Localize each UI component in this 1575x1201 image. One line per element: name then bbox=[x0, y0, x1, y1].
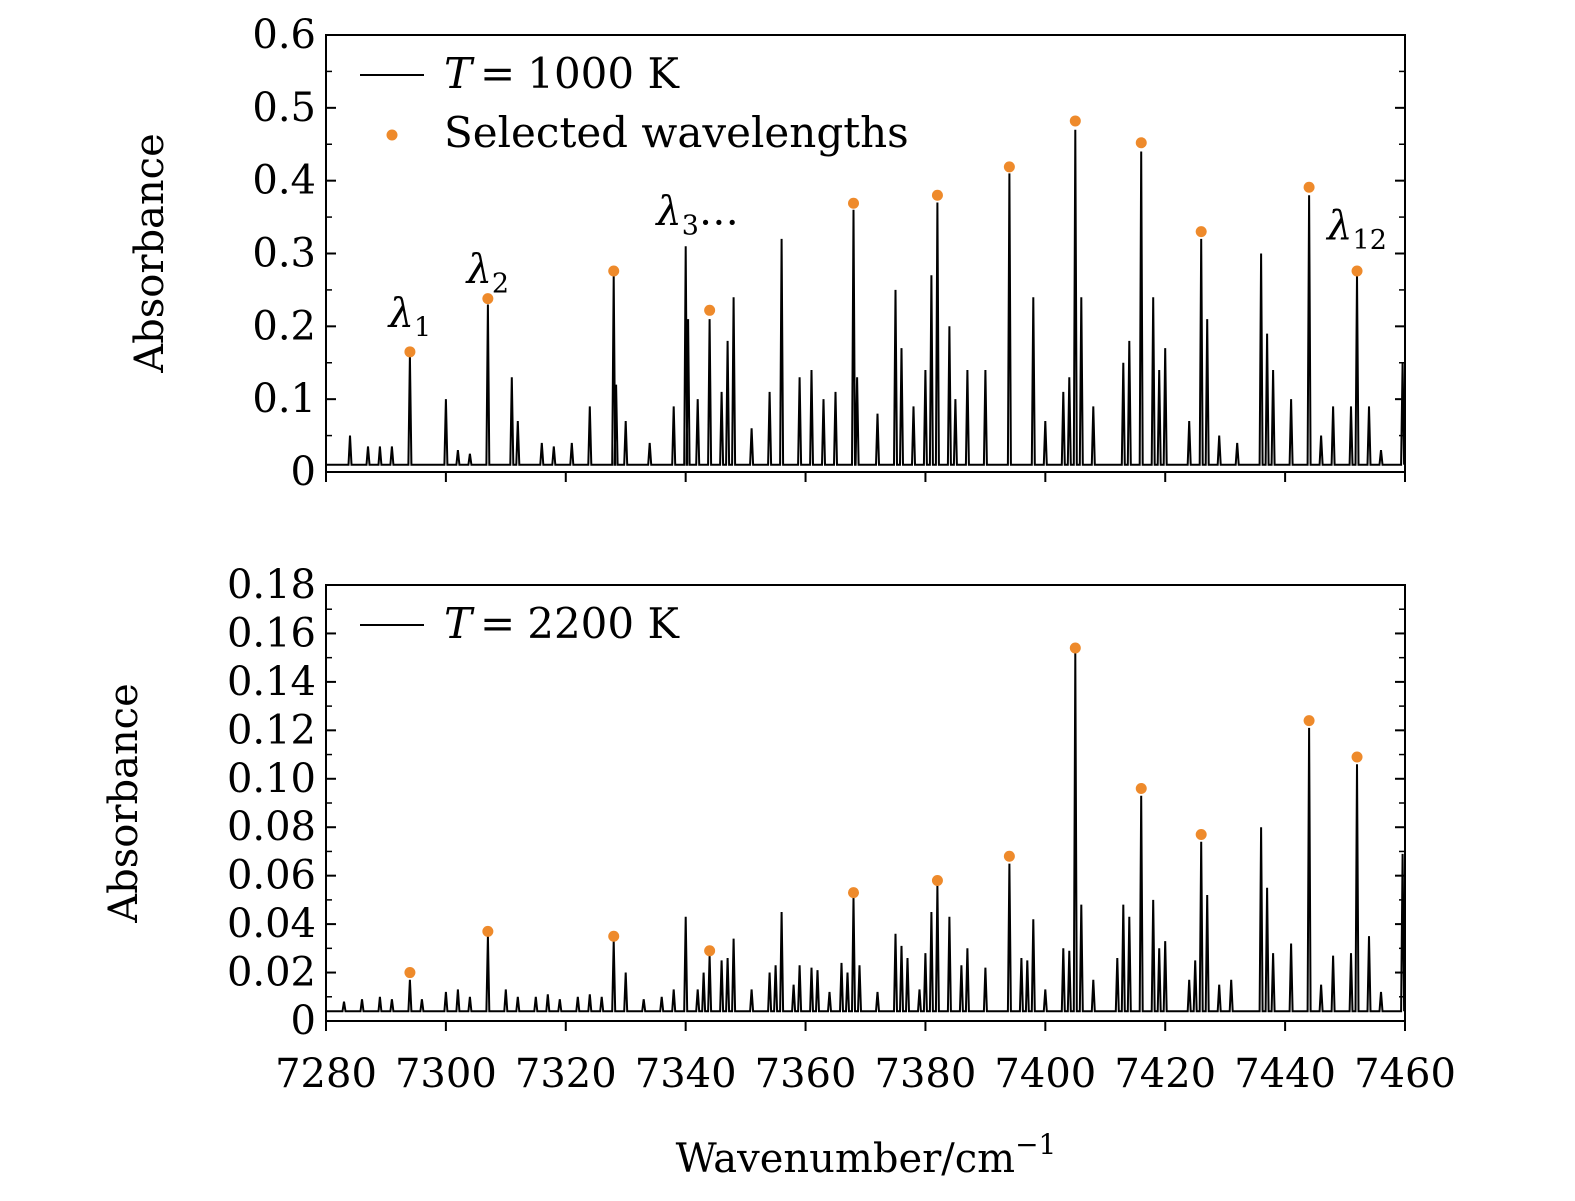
selected-wavelength-marker bbox=[704, 945, 716, 957]
selected-wavelength-marker bbox=[848, 887, 860, 899]
y-axis-label: Absorbance bbox=[127, 133, 173, 374]
legend-equals: = bbox=[480, 599, 515, 648]
x-tick-label: 7440 bbox=[1234, 1051, 1336, 1097]
legend-line-label: T = 2200 K bbox=[444, 599, 680, 648]
selected-wavelength-marker bbox=[931, 875, 943, 887]
annotation-subscript: 12 bbox=[1353, 225, 1387, 256]
selected-wavelength-marker bbox=[608, 930, 620, 942]
y-tick-label: 0.02 bbox=[227, 950, 316, 996]
y-tick-label: 0.12 bbox=[227, 707, 316, 753]
selected-wavelength-marker bbox=[1351, 265, 1363, 277]
selected-wavelength-marker bbox=[1351, 751, 1363, 763]
x-axis-label-exponent: −1 bbox=[1015, 1128, 1056, 1161]
legend-line-label: T = 1000 K bbox=[444, 49, 680, 98]
selected-wavelength-marker bbox=[704, 304, 716, 316]
x-axis-label-main: Wavenumber/cm bbox=[676, 1136, 1015, 1182]
x-tick-label: 7360 bbox=[755, 1051, 857, 1097]
wavelength-annotation: λ3… bbox=[654, 188, 739, 241]
annotation-subscript: 1 bbox=[414, 312, 431, 343]
selected-wavelength-marker bbox=[1303, 181, 1315, 193]
selected-wavelength-marker bbox=[404, 346, 416, 358]
y-tick-label: 0.06 bbox=[227, 853, 316, 899]
wavelength-annotation: λ12 bbox=[1325, 203, 1387, 256]
y-tick-label: 0.10 bbox=[227, 756, 316, 802]
annotation-symbol: λ bbox=[1325, 203, 1352, 249]
y-tick-label: 0.6 bbox=[252, 12, 316, 58]
chart-panel-bottom: 00.020.040.060.080.100.120.140.160.18 728… bbox=[101, 562, 1456, 1182]
legend-temperature: 1000 K bbox=[527, 49, 680, 98]
x-tick-label: 7420 bbox=[1114, 1051, 1216, 1097]
selected-wavelength-marker bbox=[608, 265, 620, 277]
selected-wavelength-marker bbox=[931, 189, 943, 201]
selected-wavelength-marker bbox=[1003, 850, 1015, 862]
y-tick-label: 0 bbox=[291, 998, 316, 1044]
annotation-subscript: 3 bbox=[682, 210, 699, 241]
legend-marker-swatch bbox=[386, 129, 398, 141]
y-tick-label: 0.08 bbox=[227, 804, 316, 850]
selected-wavelength-marker bbox=[482, 925, 494, 937]
x-tick-label: 7380 bbox=[875, 1051, 977, 1097]
y-tick-label: 0.18 bbox=[227, 562, 316, 608]
selected-wavelength-marker bbox=[1069, 642, 1081, 654]
y-tick-label: 0.5 bbox=[252, 85, 316, 131]
annotation-symbol: λ bbox=[465, 247, 492, 293]
spectrum-line bbox=[326, 652, 1406, 1013]
y-tick-label: 0 bbox=[291, 449, 316, 495]
y-tick-label: 0.2 bbox=[252, 303, 316, 349]
y-tick-label: 0.16 bbox=[227, 610, 316, 656]
annotation-symbol: λ bbox=[387, 290, 414, 336]
y-tick-label: 0.1 bbox=[252, 376, 316, 422]
legend-equals: = bbox=[480, 49, 515, 98]
wavelength-annotation: λ1 bbox=[387, 290, 432, 343]
legend-variable: T bbox=[444, 49, 475, 98]
wavelength-annotation: λ2 bbox=[465, 247, 510, 300]
selected-wavelength-marker bbox=[848, 197, 860, 209]
selected-wavelength-marker bbox=[1303, 715, 1315, 727]
selected-wavelength-marker bbox=[1135, 782, 1147, 794]
selected-wavelength-marker bbox=[482, 293, 494, 305]
selected-wavelength-marker bbox=[1069, 115, 1081, 127]
legend-temperature: 2200 K bbox=[527, 599, 680, 648]
x-axis-label: Wavenumber/cm−1 bbox=[676, 1128, 1057, 1182]
x-tick-label: 7340 bbox=[635, 1051, 737, 1097]
y-tick-label: 0.04 bbox=[227, 901, 316, 947]
selected-wavelength-marker bbox=[404, 967, 416, 979]
legend-marker-label: Selected wavelengths bbox=[444, 108, 909, 157]
y-tick-label: 0.3 bbox=[252, 231, 316, 277]
selected-wavelength-marker bbox=[1135, 137, 1147, 149]
legend-variable: T bbox=[444, 599, 475, 648]
x-tick-label: 7280 bbox=[275, 1051, 377, 1097]
selected-wavelength-marker bbox=[1003, 161, 1015, 173]
annotation-ellipsis: … bbox=[699, 188, 739, 234]
x-tick-label: 7400 bbox=[994, 1051, 1096, 1097]
y-tick-label: 0.14 bbox=[227, 659, 316, 705]
x-tick-label: 7460 bbox=[1354, 1051, 1456, 1097]
annotation-subscript: 2 bbox=[492, 269, 509, 300]
y-tick-label: 0.4 bbox=[252, 158, 316, 204]
annotation-symbol: λ bbox=[654, 188, 681, 234]
y-axis-label: Absorbance bbox=[101, 683, 147, 924]
spectrum-line bbox=[326, 129, 1406, 466]
selected-wavelength-marker bbox=[1195, 226, 1207, 238]
x-tick-label: 7300 bbox=[395, 1051, 497, 1097]
selected-wavelength-marker bbox=[1195, 828, 1207, 840]
x-tick-label: 7320 bbox=[515, 1051, 617, 1097]
chart-panel-top: 0 0.1 0.2 0.3 0.4 0.5 0.6 Absorbance T = 1000 K Sel… bbox=[127, 12, 1406, 495]
